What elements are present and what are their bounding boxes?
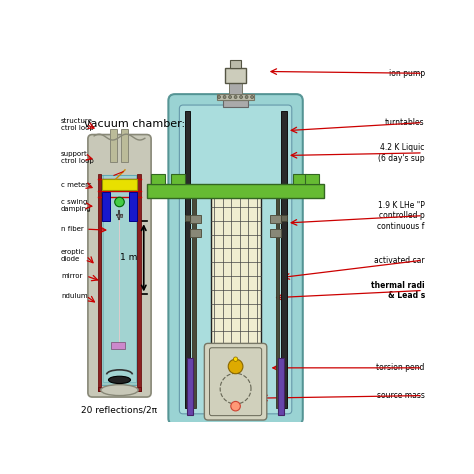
Bar	[101, 175, 137, 385]
Bar	[102, 192, 110, 221]
Bar	[187, 358, 193, 415]
Bar	[278, 358, 284, 415]
Bar	[229, 83, 242, 94]
Text: ion pump: ion pump	[389, 69, 425, 78]
Circle shape	[228, 359, 243, 374]
Bar	[110, 129, 117, 162]
Bar	[230, 60, 241, 68]
Bar	[98, 387, 141, 391]
Text: vacuum chamber:: vacuum chamber:	[83, 119, 185, 129]
Text: 1 m: 1 m	[120, 254, 138, 262]
FancyBboxPatch shape	[179, 105, 292, 414]
Bar	[282, 110, 287, 409]
Bar	[128, 192, 137, 221]
Text: mirror: mirror	[61, 273, 82, 279]
Text: c meters: c meters	[61, 182, 91, 188]
Circle shape	[240, 96, 243, 99]
Bar	[271, 215, 282, 223]
Bar	[147, 184, 324, 198]
Circle shape	[245, 96, 248, 99]
Text: 4.2 K Liquic
(6 day's sup: 4.2 K Liquic (6 day's sup	[378, 143, 425, 163]
Bar	[190, 229, 201, 237]
Text: 20 reflections/2π: 20 reflections/2π	[82, 405, 157, 414]
Circle shape	[218, 96, 220, 99]
Bar	[110, 342, 125, 349]
Bar	[305, 174, 319, 184]
Bar	[282, 215, 287, 221]
Bar	[103, 175, 136, 382]
Text: eroptic
diode: eroptic diode	[61, 249, 85, 262]
Text: activated car: activated car	[374, 255, 425, 264]
Bar	[210, 190, 261, 363]
Text: ndulum: ndulum	[61, 293, 88, 299]
Bar	[271, 229, 282, 237]
Text: support
ctrol loop: support ctrol loop	[61, 151, 94, 164]
Bar	[184, 215, 190, 221]
Bar	[98, 173, 101, 391]
Text: c swing
damping: c swing damping	[61, 199, 91, 212]
Bar	[120, 214, 122, 217]
Circle shape	[234, 96, 237, 99]
Bar	[275, 186, 279, 409]
Bar	[184, 110, 190, 409]
Circle shape	[115, 197, 124, 207]
Bar	[121, 129, 128, 162]
Text: torsion pend: torsion pend	[376, 364, 425, 373]
Circle shape	[223, 96, 226, 99]
FancyBboxPatch shape	[204, 343, 267, 420]
Bar	[192, 186, 196, 409]
Circle shape	[251, 96, 254, 99]
Ellipse shape	[101, 384, 138, 396]
Text: thermal radi
& Lead s: thermal radi & Lead s	[371, 281, 425, 300]
Bar	[223, 100, 248, 107]
Text: 1.9 K LHe "P
controlled p
continuous f: 1.9 K LHe "P controlled p continuous f	[377, 201, 425, 230]
FancyBboxPatch shape	[88, 135, 151, 397]
Bar	[217, 94, 254, 100]
Bar	[171, 174, 185, 184]
Text: source mass: source mass	[377, 391, 425, 400]
Bar	[190, 215, 201, 223]
Circle shape	[233, 357, 238, 361]
Circle shape	[228, 96, 231, 99]
Bar	[137, 173, 141, 391]
Text: n fiber: n fiber	[61, 226, 84, 232]
Ellipse shape	[109, 376, 130, 383]
Bar	[225, 68, 246, 83]
FancyBboxPatch shape	[168, 94, 303, 425]
Bar	[117, 214, 119, 217]
Bar	[102, 179, 137, 190]
FancyBboxPatch shape	[210, 348, 262, 416]
Circle shape	[231, 401, 240, 411]
Text: turntables: turntables	[385, 118, 425, 127]
Bar	[292, 174, 307, 184]
Text: structure
ctrol loop: structure ctrol loop	[61, 118, 94, 131]
Bar	[151, 174, 165, 184]
